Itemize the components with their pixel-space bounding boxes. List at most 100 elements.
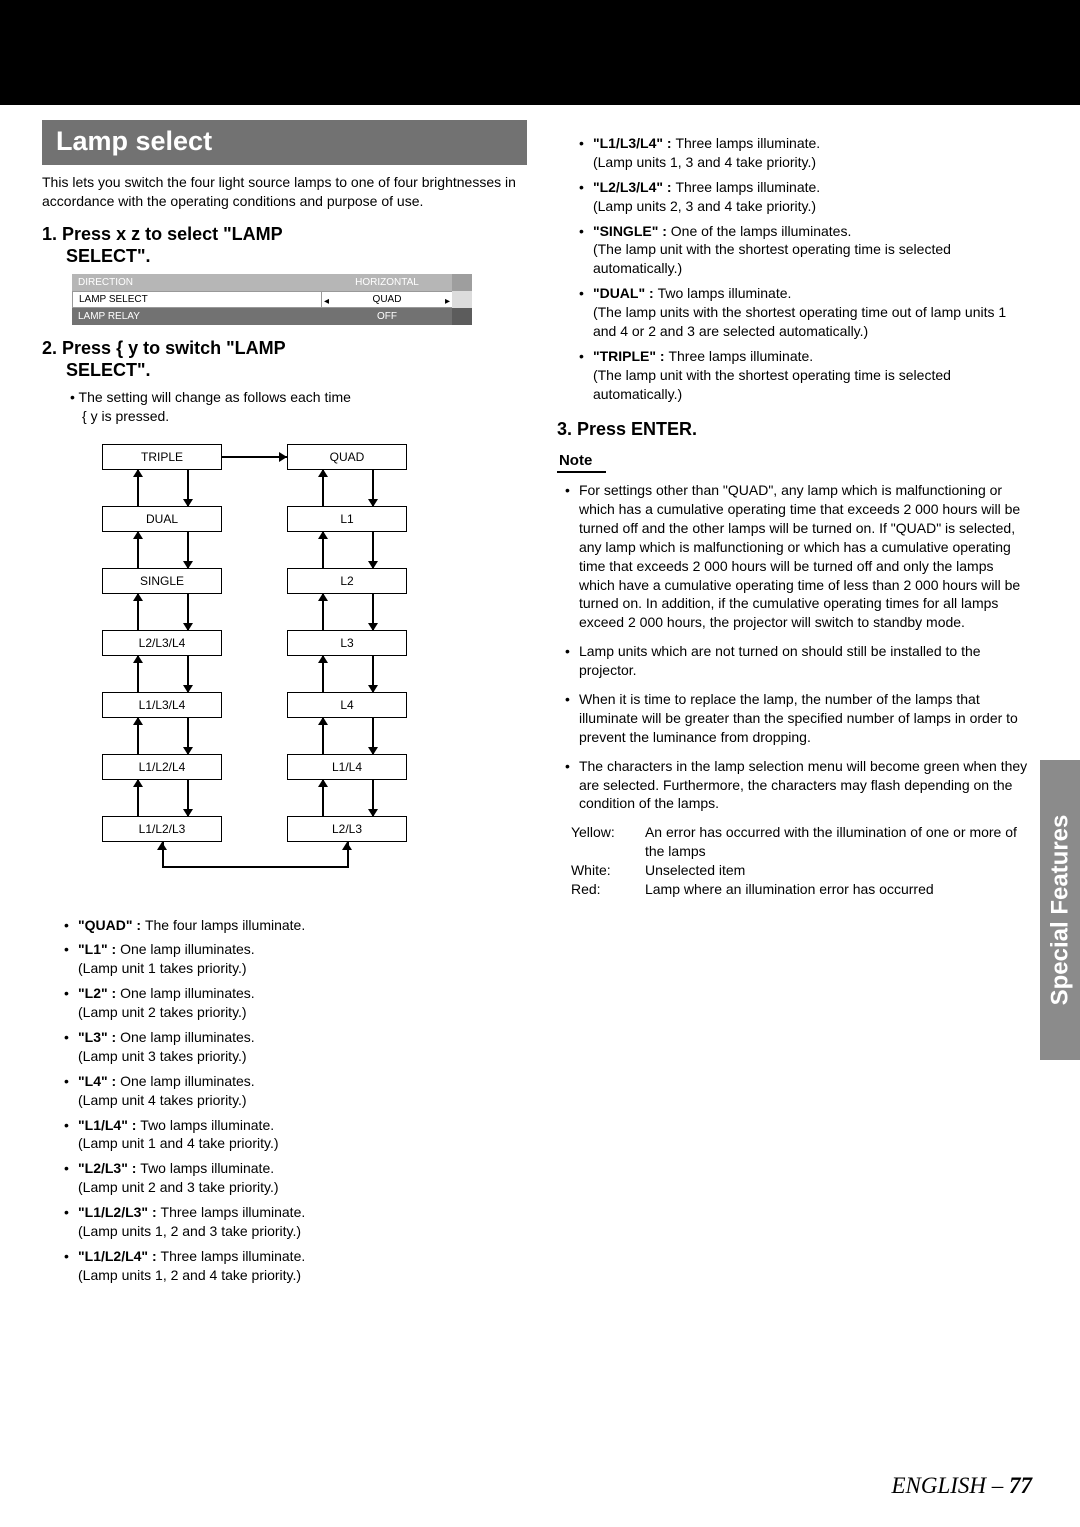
page: Lamp select This lets you switch the fou…	[0, 0, 1080, 1527]
step1-post: to select "LAMP	[140, 224, 283, 244]
sub-b: { y	[82, 408, 98, 424]
def-key: "DUAL" :	[593, 285, 658, 301]
menu-cell	[452, 274, 472, 291]
right-arrow-icon: ▸	[445, 296, 450, 307]
arrow-icon	[137, 532, 139, 568]
color-name: Red:	[571, 880, 645, 899]
definition-item: "SINGLE" : One of the lamps illuminates.…	[579, 222, 1032, 279]
menu-value: QUAD	[373, 294, 402, 305]
arrow-icon	[187, 470, 189, 506]
def-key: "QUAD" :	[78, 917, 145, 933]
section-title: Lamp select	[42, 120, 527, 165]
definition-item: "L2/L3/L4" : Three lamps illuminate.(Lam…	[579, 178, 1032, 216]
note-label: Note	[557, 452, 606, 473]
color-desc: Unselected item	[645, 861, 1032, 880]
def-key: "L1" :	[78, 941, 120, 957]
diagram-box: L2/L3	[287, 816, 407, 842]
arrow-icon	[372, 780, 374, 816]
arrow-icon	[137, 470, 139, 506]
menu-row: LAMP RELAY OFF	[72, 308, 527, 325]
arrow-icon	[322, 470, 324, 506]
connector-line	[222, 456, 287, 458]
def-key: "L2" :	[78, 985, 120, 1001]
diagram-box: L3	[287, 630, 407, 656]
arrow-icon	[137, 656, 139, 692]
note-item: For settings other than "QUAD", any lamp…	[565, 481, 1032, 632]
definition-item: "L1/L2/L4" : Three lamps illuminate.(Lam…	[64, 1247, 527, 1285]
definition-item: "TRIPLE" : Three lamps illuminate.(The l…	[579, 347, 1032, 404]
definition-item: "L1/L3/L4" : Three lamps illuminate.(Lam…	[579, 134, 1032, 172]
diagram-box: L2/L3/L4	[102, 630, 222, 656]
definition-item: "L4" : One lamp illuminates.(Lamp unit 4…	[64, 1072, 527, 1110]
step2-post: to switch "LAMP	[138, 338, 286, 358]
definition-item: "L2/L3" : Two lamps illuminate.(Lamp uni…	[64, 1159, 527, 1197]
arrow-icon	[322, 594, 324, 630]
menu-row: DIRECTION HORIZONTAL	[72, 274, 527, 291]
connector-line	[162, 866, 349, 868]
arrow-icon	[372, 656, 374, 692]
arrow-icon	[187, 656, 189, 692]
note-item: When it is time to replace the lamp, the…	[565, 690, 1032, 747]
diagram-box: L1	[287, 506, 407, 532]
step2-pre: 2. Press	[42, 338, 116, 358]
menu-cell: LAMP RELAY	[72, 308, 322, 325]
color-desc: An error has occurred with the illuminat…	[645, 823, 1032, 861]
diagram-box: L2	[287, 568, 407, 594]
step-2: 2. Press { y to switch "LAMP SELECT".	[42, 337, 527, 382]
definition-item: "L1/L4" : Two lamps illuminate.(Lamp uni…	[64, 1116, 527, 1154]
sub-c: is pressed.	[98, 408, 170, 424]
color-row: Yellow:An error has occurred with the il…	[571, 823, 1032, 861]
right-column: "L1/L3/L4" : Three lamps illuminate.(Lam…	[557, 120, 1032, 1291]
diagram-box: TRIPLE	[102, 444, 222, 470]
note-item: Lamp units which are not turned on shoul…	[565, 642, 1032, 680]
diagram-box: L1/L2/L4	[102, 754, 222, 780]
intro-text: This lets you switch the four light sour…	[42, 173, 527, 211]
color-name: Yellow:	[571, 823, 645, 861]
definitions-right: "L1/L3/L4" : Three lamps illuminate.(Lam…	[579, 134, 1032, 404]
definitions-left: "QUAD" : The four lamps illuminate. "L1" …	[64, 916, 527, 1285]
def-key: "L2/L3" :	[78, 1160, 140, 1176]
arrow-icon	[372, 470, 374, 506]
definition-item: "L3" : One lamp illuminates.(Lamp unit 3…	[64, 1028, 527, 1066]
def-key: "SINGLE" :	[593, 223, 671, 239]
arrow-icon	[157, 842, 167, 850]
arrow-icon	[322, 718, 324, 754]
arrow-icon	[187, 718, 189, 754]
menu-cell: OFF	[322, 308, 452, 325]
menu-cell	[452, 291, 472, 308]
side-tab-label: Special Features	[1046, 815, 1074, 1006]
footer-page: 77	[1009, 1473, 1032, 1498]
flow-diagram: TRIPLEDUALSINGLEL2/L3/L4L1/L3/L4L1/L2/L4…	[72, 436, 472, 906]
page-footer: ENGLISH – 77	[891, 1473, 1032, 1499]
menu-cell: DIRECTION	[72, 274, 322, 291]
menu-table: DIRECTION HORIZONTAL LAMP SELECT ◂ QUAD …	[72, 274, 527, 325]
color-name: White:	[571, 861, 645, 880]
menu-cell: HORIZONTAL	[322, 274, 452, 291]
diagram-box: L4	[287, 692, 407, 718]
def-key: "TRIPLE" :	[593, 348, 669, 364]
definition-item: "QUAD" : The four lamps illuminate.	[64, 916, 527, 935]
arrow-icon	[372, 532, 374, 568]
arrow-icon	[137, 780, 139, 816]
arrow-icon	[279, 452, 287, 462]
definition-item: "L2" : One lamp illuminates.(Lamp unit 2…	[64, 984, 527, 1022]
def-key: "L1/L2/L3" :	[78, 1204, 161, 1220]
diagram-box: DUAL	[102, 506, 222, 532]
diagram-box: L1/L4	[287, 754, 407, 780]
arrow-icon	[137, 594, 139, 630]
note-item: The characters in the lamp selection men…	[565, 757, 1032, 814]
diagram-box: L1/L3/L4	[102, 692, 222, 718]
footer-lang: ENGLISH –	[891, 1473, 1009, 1498]
color-meanings: Yellow:An error has occurred with the il…	[571, 823, 1032, 899]
arrow-icon	[187, 780, 189, 816]
menu-cell: LAMP SELECT	[72, 291, 322, 308]
def-key: "L1/L4" :	[78, 1117, 140, 1133]
definition-item: "L1" : One lamp illuminates.(Lamp unit 1…	[64, 940, 527, 978]
diagram-box: QUAD	[287, 444, 407, 470]
menu-cell: ◂ QUAD ▸	[322, 291, 452, 308]
arrow-icon	[322, 656, 324, 692]
color-row: White:Unselected item	[571, 861, 1032, 880]
step1-keys: x z	[116, 224, 140, 244]
def-key: "L2/L3/L4" :	[593, 179, 676, 195]
step1-line2: SELECT".	[42, 245, 151, 268]
